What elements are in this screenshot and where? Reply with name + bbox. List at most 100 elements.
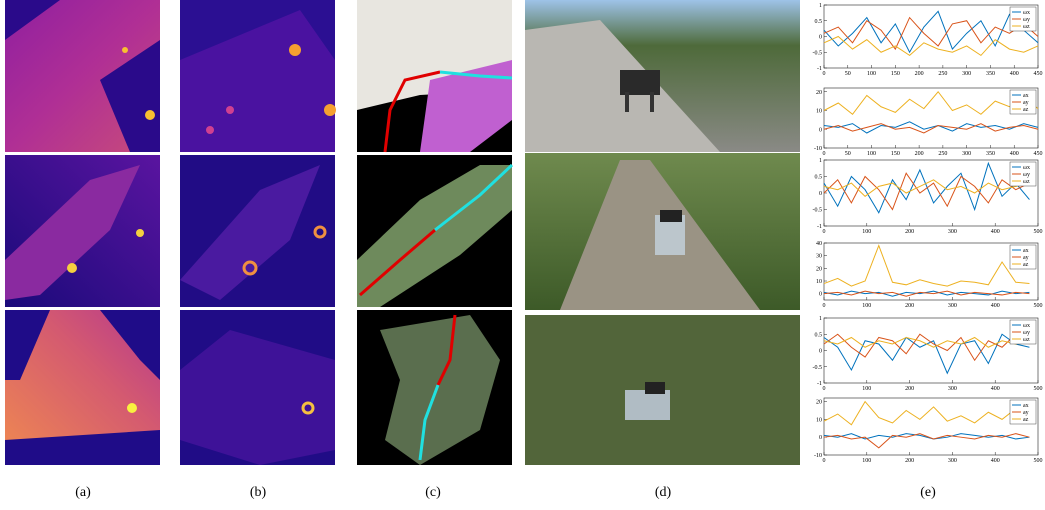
y-tick-label: 0.5 bbox=[815, 19, 823, 25]
x-tick-label: 400 bbox=[991, 386, 1000, 392]
legend-label: ωy bbox=[1023, 330, 1030, 336]
legend-label: ωx bbox=[1023, 323, 1030, 329]
y-tick-label: -0.5 bbox=[813, 208, 823, 214]
series-line bbox=[823, 16, 1039, 51]
x-tick-label: 100 bbox=[867, 151, 876, 157]
plot-frame bbox=[823, 87, 1039, 149]
caption: (b) bbox=[250, 485, 267, 500]
x-tick-label: 400 bbox=[991, 458, 1000, 464]
legend-label: az bbox=[1023, 262, 1029, 268]
x-tick-label: 100 bbox=[862, 229, 871, 235]
y-tick-label: 0.5 bbox=[815, 332, 823, 338]
caption: (a) bbox=[75, 485, 91, 500]
x-tick-label: 300 bbox=[962, 71, 971, 77]
captions: (a) (b) (c) (d) (e) bbox=[75, 485, 936, 500]
series-line bbox=[823, 336, 1030, 348]
series-line bbox=[823, 290, 1030, 297]
legend-label: ay bbox=[1023, 255, 1029, 261]
x-tick-label: 500 bbox=[1034, 386, 1043, 392]
plot-frame bbox=[823, 159, 1039, 227]
legend-label: ωz bbox=[1023, 179, 1030, 185]
y-tick-label: 0 bbox=[819, 35, 822, 41]
x-tick-label: 200 bbox=[905, 229, 914, 235]
semantic-maps-c bbox=[357, 0, 514, 465]
depth-maps-a bbox=[5, 0, 160, 465]
robot-photos-d bbox=[525, 0, 800, 465]
y-tick-label: 10 bbox=[816, 109, 822, 115]
y-tick-label: 1 bbox=[819, 158, 822, 164]
series-line bbox=[823, 400, 1030, 426]
x-tick-label: 0 bbox=[823, 229, 826, 235]
x-tick-label: 200 bbox=[915, 71, 924, 77]
x-tick-label: 300 bbox=[948, 303, 957, 309]
x-tick-label: 400 bbox=[1010, 151, 1019, 157]
x-tick-label: 50 bbox=[845, 151, 851, 157]
x-tick-label: 200 bbox=[905, 303, 914, 309]
x-tick-label: 0 bbox=[823, 458, 826, 464]
legend-label: ωy bbox=[1023, 17, 1030, 23]
legend-label: ax bbox=[1023, 403, 1029, 409]
x-tick-label: 450 bbox=[1034, 71, 1043, 77]
y-tick-label: 0 bbox=[819, 127, 822, 133]
x-tick-label: 100 bbox=[862, 386, 871, 392]
y-tick-label: -0.5 bbox=[813, 365, 823, 371]
x-tick-label: 300 bbox=[948, 386, 957, 392]
plot-frame bbox=[823, 242, 1039, 301]
legend-label: ax bbox=[1023, 93, 1029, 99]
x-tick-label: 450 bbox=[1034, 151, 1043, 157]
x-tick-label: 0 bbox=[823, 303, 826, 309]
y-tick-label: 10 bbox=[816, 279, 822, 285]
x-tick-label: 300 bbox=[948, 458, 957, 464]
series-line bbox=[823, 123, 1039, 134]
legend-label: ωz bbox=[1023, 337, 1030, 343]
y-tick-label: 20 bbox=[816, 266, 822, 272]
x-tick-label: 400 bbox=[991, 229, 1000, 235]
y-tick-label: -10 bbox=[814, 146, 822, 152]
x-tick-label: 300 bbox=[962, 151, 971, 157]
x-tick-label: 100 bbox=[862, 458, 871, 464]
plot-frame bbox=[823, 4, 1039, 69]
depth-maps-b bbox=[180, 0, 336, 465]
y-tick-label: 20 bbox=[816, 400, 822, 406]
y-tick-label: 0 bbox=[819, 292, 822, 298]
series-line bbox=[823, 121, 1039, 134]
y-tick-label: -1 bbox=[817, 381, 822, 387]
caption: (e) bbox=[920, 485, 936, 500]
x-tick-label: 150 bbox=[891, 71, 900, 77]
x-tick-label: 100 bbox=[862, 303, 871, 309]
x-tick-label: 350 bbox=[986, 71, 995, 77]
x-tick-label: 300 bbox=[948, 229, 957, 235]
x-tick-label: 400 bbox=[1010, 71, 1019, 77]
x-tick-label: 200 bbox=[905, 386, 914, 392]
plot-frame bbox=[823, 397, 1039, 456]
x-tick-label: 200 bbox=[915, 151, 924, 157]
y-tick-label: 10 bbox=[816, 417, 822, 423]
y-tick-label: 20 bbox=[816, 90, 822, 96]
y-tick-label: 30 bbox=[816, 254, 822, 260]
legend-label: ay bbox=[1023, 100, 1029, 106]
legend-label: ωy bbox=[1023, 172, 1030, 178]
legend-label: ax bbox=[1023, 248, 1029, 254]
x-tick-label: 250 bbox=[938, 71, 947, 77]
series-line bbox=[823, 161, 1030, 214]
series-line bbox=[823, 433, 1030, 449]
y-tick-label: -10 bbox=[814, 453, 822, 459]
legend-label: ay bbox=[1023, 410, 1029, 416]
y-tick-label: -1 bbox=[817, 224, 822, 230]
x-tick-label: 500 bbox=[1034, 458, 1043, 464]
imu-plot: -1 -0.5 0 0.5 1 0 50 100 150 200 250 300 350 400 450 ωx… bbox=[813, 3, 1043, 77]
series-line bbox=[823, 35, 1039, 57]
x-tick-label: 200 bbox=[905, 458, 914, 464]
legend-label: az bbox=[1023, 417, 1029, 423]
y-tick-label: 0.5 bbox=[815, 175, 823, 181]
series-line bbox=[823, 90, 1039, 115]
plot-frame bbox=[823, 317, 1039, 384]
series-line bbox=[823, 244, 1030, 287]
